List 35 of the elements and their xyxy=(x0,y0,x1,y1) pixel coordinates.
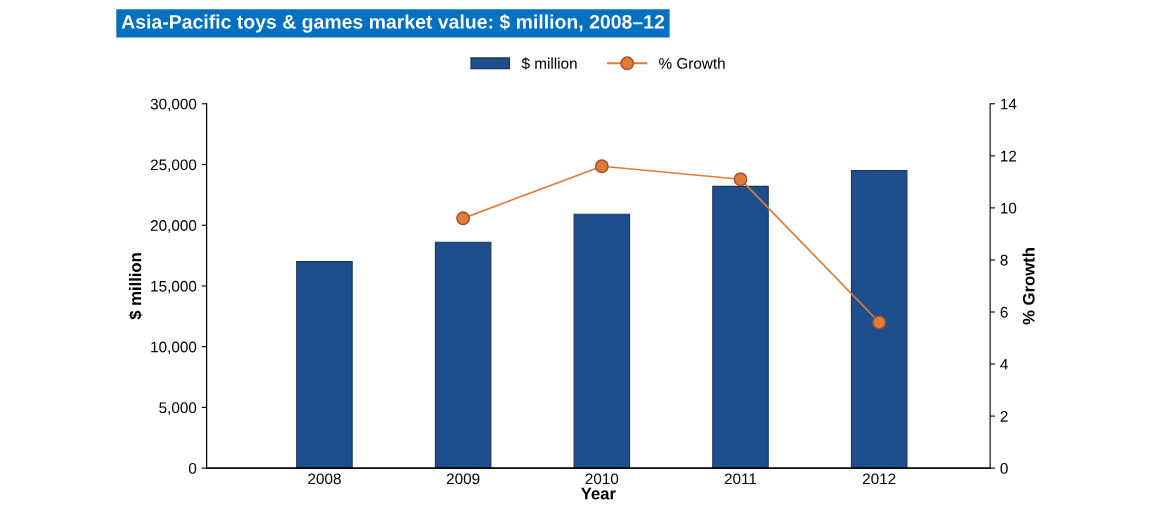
y2-axis-title: % Growth xyxy=(1022,248,1035,325)
y-tick-label: 15,000 xyxy=(151,280,197,294)
chart-title: Asia-Pacific toys & games market value: $ million, 2008–12 xyxy=(121,14,665,33)
bar xyxy=(434,241,492,469)
legend-label: $ million xyxy=(521,57,577,70)
y2-tick-label: 0 xyxy=(1000,463,1008,474)
y2-tick-label: 2 xyxy=(1000,410,1008,422)
y-tick-label: 10,000 xyxy=(151,341,197,355)
x-tick-label: 2011 xyxy=(724,473,757,485)
point xyxy=(872,315,887,330)
y-tick-label: 20,000 xyxy=(150,220,197,233)
y2-tick-label: 6 xyxy=(1000,306,1008,318)
point xyxy=(456,211,471,226)
y2-tick-label: 10 xyxy=(1001,202,1017,214)
legend-label: % Growth xyxy=(659,57,725,69)
y2-tick-label: 8 xyxy=(1000,254,1008,266)
y-tick-label: 25,000 xyxy=(150,159,197,173)
y-tick-label: 0 xyxy=(188,463,197,474)
y2-tick-label: 4 xyxy=(1000,359,1008,370)
y-tick-label: 5,000 xyxy=(159,402,197,415)
x-tick-label: 2012 xyxy=(862,473,896,485)
x-tick-label: 2009 xyxy=(446,473,480,485)
bar xyxy=(573,213,631,469)
x-tick-label: 2010 xyxy=(585,473,619,485)
y2-tick-label: 12 xyxy=(1001,150,1017,162)
x-axis-title: Year xyxy=(581,487,616,500)
bar xyxy=(296,261,353,469)
y-axis-title: $ million xyxy=(128,253,143,320)
bar xyxy=(850,170,908,469)
bar xyxy=(712,185,769,469)
y-tick-label: 30,000 xyxy=(150,98,197,112)
y2-tick-label: 14 xyxy=(1001,98,1017,110)
point xyxy=(733,172,748,187)
x-tick-label: 2008 xyxy=(308,473,341,485)
point xyxy=(594,159,609,174)
